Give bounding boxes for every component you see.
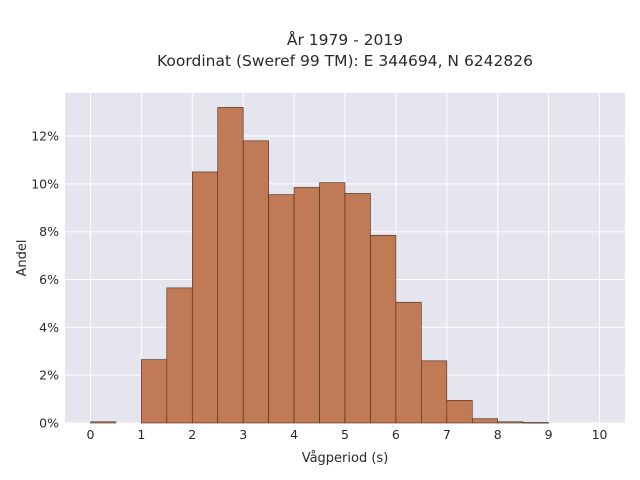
x-tick-label: 0 — [86, 427, 94, 442]
bars — [90, 107, 549, 424]
histogram-bar — [90, 421, 117, 424]
x-tick-label: 7 — [443, 427, 451, 442]
x-tick-label: 5 — [341, 427, 349, 442]
histogram-bar — [191, 171, 219, 424]
histogram-bar — [497, 421, 524, 424]
x-axis-label: Vågperiod (s) — [302, 451, 389, 466]
x-tick-label: 3 — [239, 427, 247, 442]
x-tick-label: 10 — [592, 427, 608, 442]
x-tick-label: 9 — [545, 427, 553, 442]
x-tick-label: 4 — [290, 427, 298, 442]
histogram-bar — [522, 422, 549, 424]
histogram-bar — [421, 360, 448, 424]
histogram-bar — [344, 193, 371, 424]
chart-title-line2: Koordinat (Sweref 99 TM): E 344694, N 62… — [157, 52, 533, 70]
x-tick-label: 6 — [392, 427, 400, 442]
x-tick-label: 2 — [188, 427, 196, 442]
histogram-bar — [293, 187, 320, 424]
y-tick-label: 6% — [39, 272, 59, 287]
histogram-bar — [395, 301, 422, 424]
y-tick-label: 8% — [39, 224, 59, 239]
x-tick-label: 1 — [137, 427, 145, 442]
y-tick-label: 12% — [31, 129, 59, 144]
x-tick-labels: 0 1 2 3 4 5 6 7 8 9 10 — [86, 427, 607, 442]
y-tick-label: 2% — [39, 368, 59, 383]
histogram-bar — [319, 182, 346, 424]
chart-title-line1: År 1979 - 2019 — [287, 30, 403, 49]
x-tick-label: 8 — [494, 427, 502, 442]
y-tick-label: 10% — [31, 176, 59, 191]
y-tick-labels: 0% 2% 4% 6% 8% 10% 12% — [31, 129, 59, 431]
y-axis-label: Andel — [15, 240, 30, 277]
histogram-bar — [242, 140, 269, 424]
histogram-bar — [166, 287, 193, 424]
histogram-bar — [370, 234, 397, 424]
y-tick-label: 0% — [39, 416, 59, 431]
histogram-bar — [217, 107, 244, 424]
histogram-bar — [141, 359, 168, 424]
histogram-bar — [268, 194, 295, 424]
histogram-bar — [446, 399, 473, 424]
histogram-bar — [471, 418, 499, 424]
y-tick-label: 4% — [39, 320, 59, 335]
